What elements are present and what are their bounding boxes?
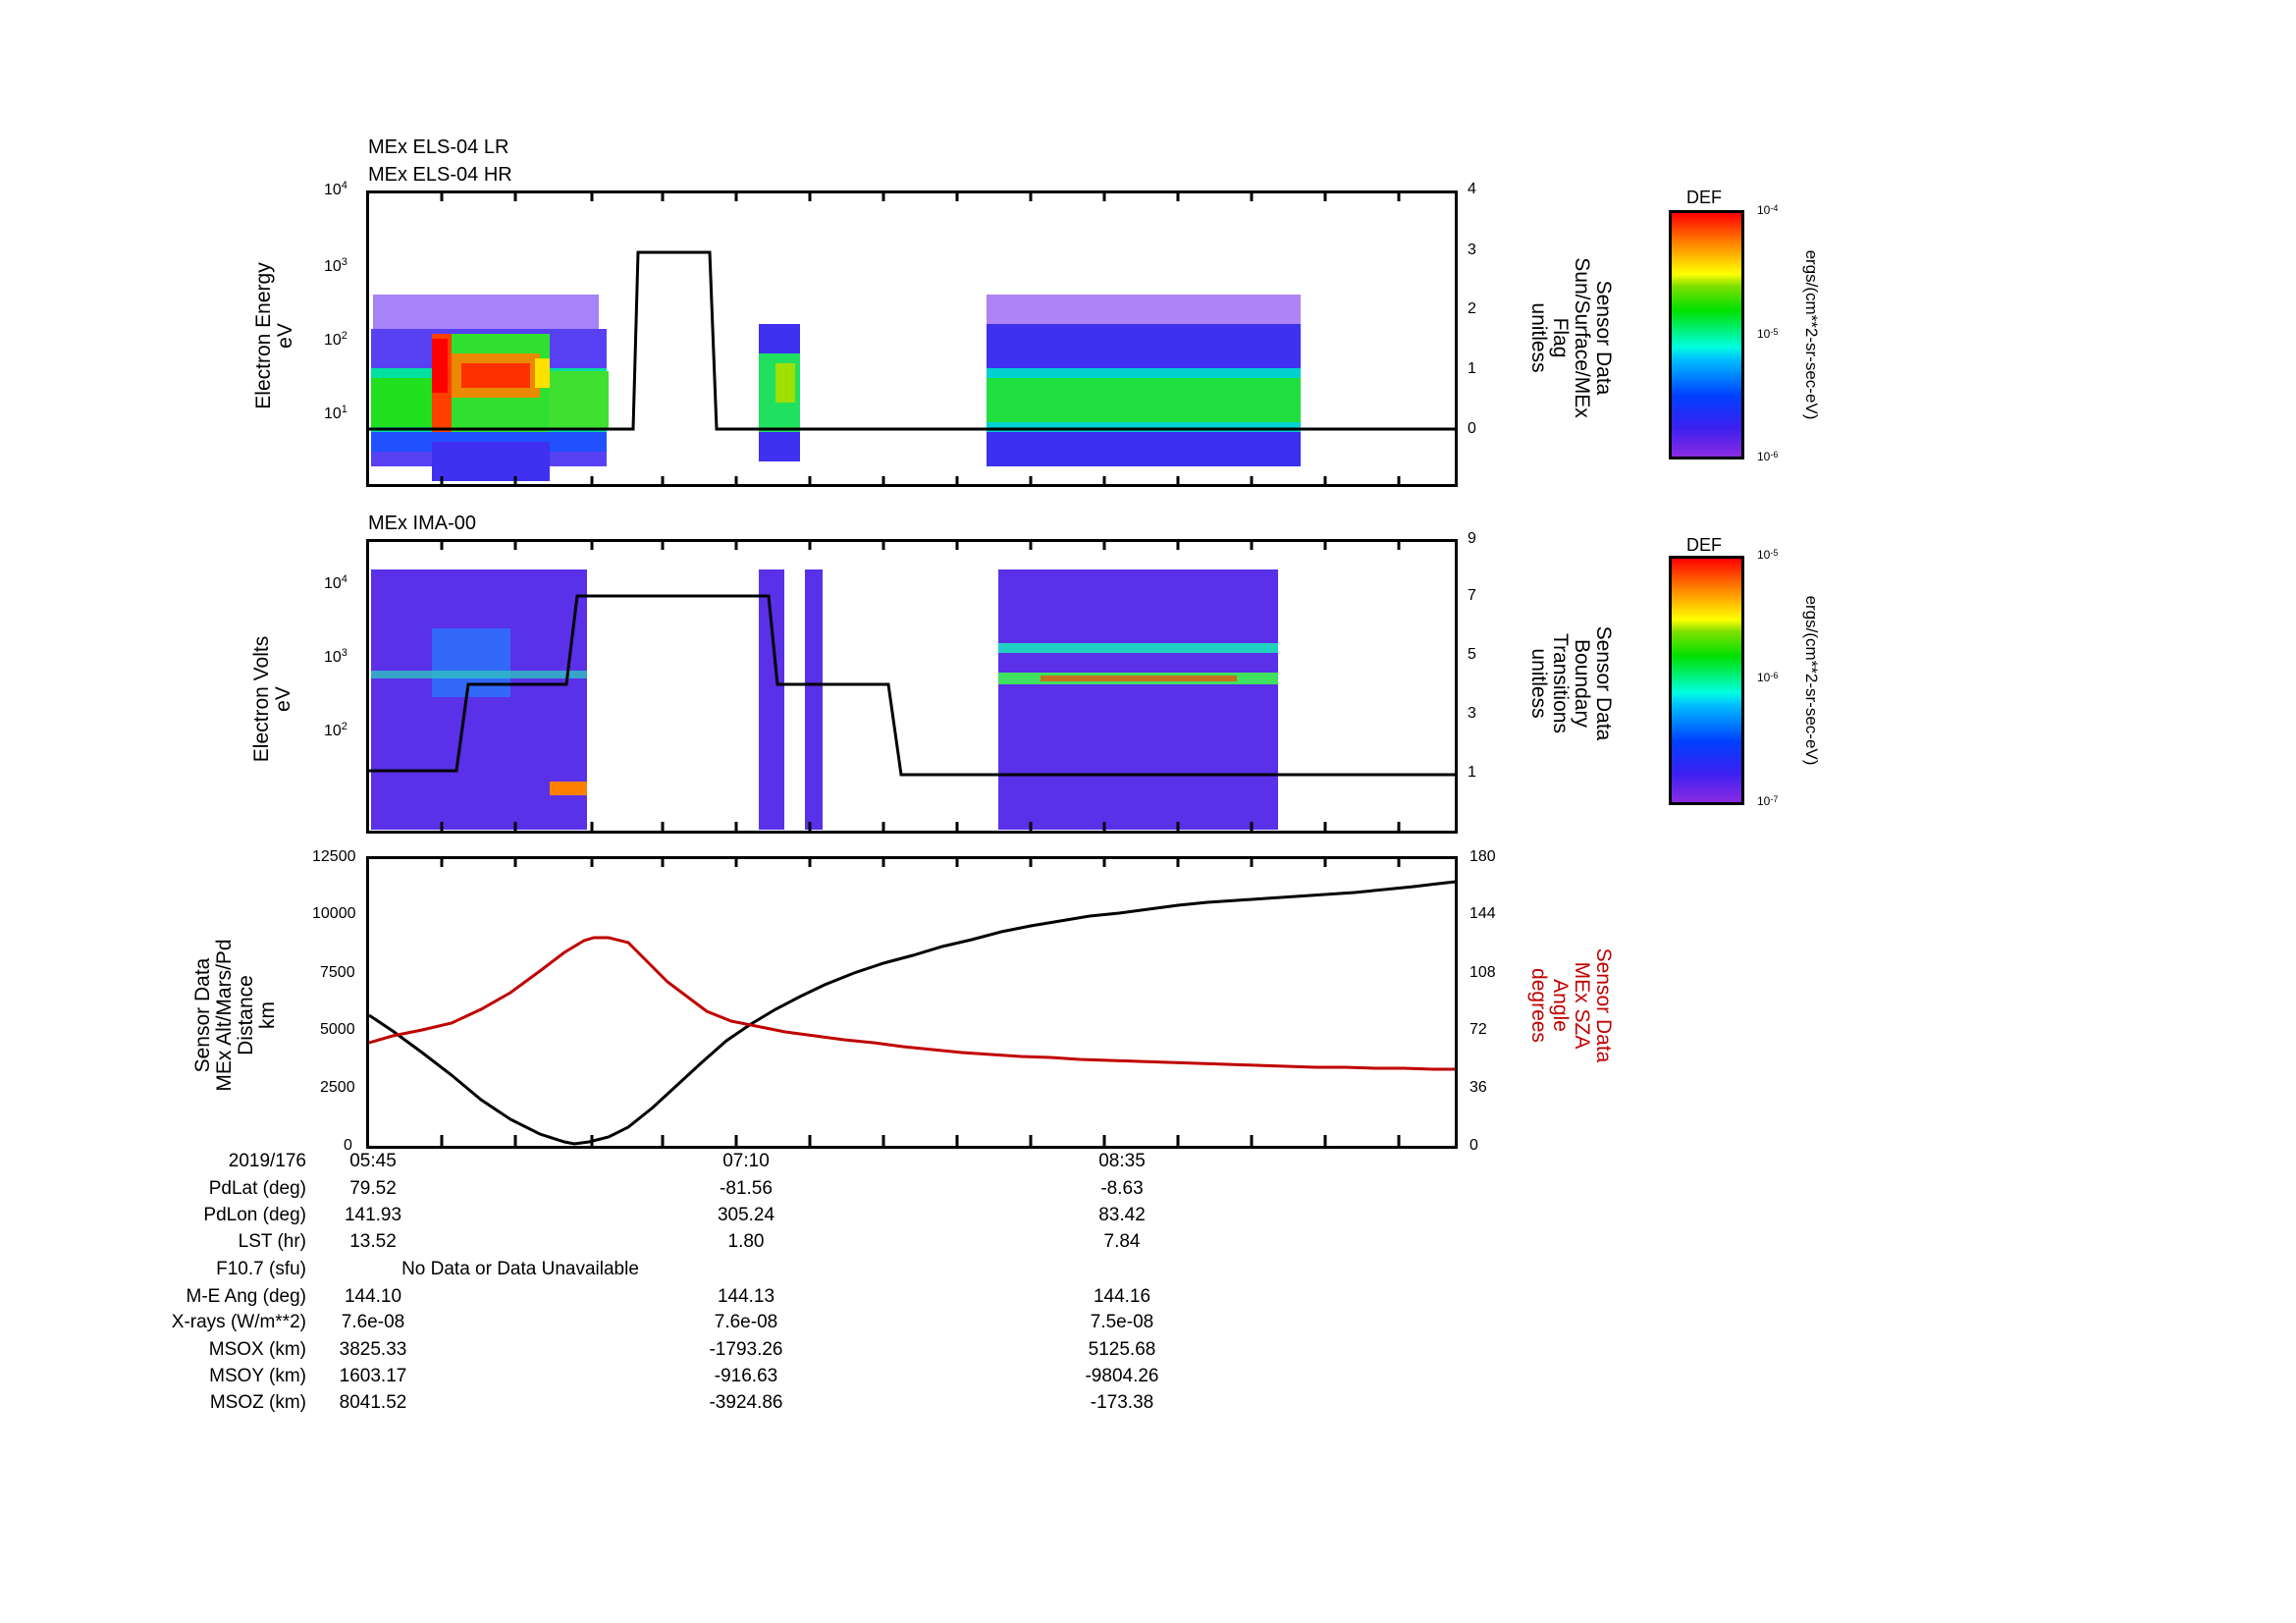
panel1-rtick-2: 2 bbox=[1468, 300, 1476, 317]
col1-msoy: 1603.17 bbox=[339, 1366, 407, 1386]
col2-pdlon: 305.24 bbox=[717, 1205, 775, 1225]
col3-msox: 5125.68 bbox=[1088, 1339, 1156, 1360]
col2-lst: 1.80 bbox=[727, 1231, 765, 1252]
panel3-rtick-180: 180 bbox=[1469, 848, 1496, 865]
panel1-frame bbox=[366, 190, 1458, 487]
col3-msoy: -9804.26 bbox=[1085, 1366, 1159, 1386]
row-label-date: 2019/176 bbox=[228, 1151, 306, 1171]
colorbar1 bbox=[1669, 210, 1744, 460]
panel3-rtick-72: 72 bbox=[1469, 1021, 1487, 1038]
col1-lst: 13.52 bbox=[349, 1231, 397, 1252]
col1-xrays: 7.6e-08 bbox=[341, 1312, 405, 1332]
panel3-rtick-36: 36 bbox=[1469, 1079, 1487, 1096]
panel2-rtick-3: 3 bbox=[1468, 705, 1476, 722]
col1-f107: No Data or Data Unavailable bbox=[401, 1259, 639, 1279]
panel2-frame bbox=[366, 539, 1458, 834]
panel3-ytick-0: 0 bbox=[344, 1137, 352, 1154]
colorbar2 bbox=[1669, 556, 1744, 805]
col2-msoy: -916.63 bbox=[714, 1366, 778, 1386]
panel3-ytick-2500: 2500 bbox=[320, 1079, 355, 1096]
panel1-rtick-3: 3 bbox=[1468, 242, 1476, 258]
panel2-ytick-1e4: 104 bbox=[324, 573, 347, 592]
panel1-title-lr: MEx ELS-04 LR bbox=[368, 136, 509, 158]
panel2-boundary-line bbox=[368, 594, 1455, 777]
panel2-rtick-7: 7 bbox=[1468, 587, 1476, 604]
row-label-pdlon: PdLon (deg) bbox=[203, 1205, 306, 1225]
colorbar2-mid: 10-6 bbox=[1757, 671, 1779, 684]
panel1-ytick-1e1: 101 bbox=[324, 404, 347, 422]
col2-me-ang: 144.13 bbox=[717, 1286, 775, 1307]
col1-pdlat: 79.52 bbox=[349, 1178, 397, 1199]
row-label-msox: MSOX (km) bbox=[208, 1339, 306, 1360]
col1-msoz: 8041.52 bbox=[339, 1392, 407, 1413]
panel3-rtick-144: 144 bbox=[1469, 905, 1496, 922]
row-label-me-ang: M-E Ang (deg) bbox=[186, 1286, 307, 1307]
col3-xrays: 7.5e-08 bbox=[1090, 1312, 1154, 1332]
panel1-title-hr: MEx ELS-04 HR bbox=[368, 164, 512, 186]
colorbar2-max: 10-5 bbox=[1757, 548, 1779, 562]
panel1-ytick-1e4: 104 bbox=[324, 180, 347, 198]
panel3-ytick-7500: 7500 bbox=[320, 964, 355, 981]
panel3-frame bbox=[366, 856, 1458, 1149]
col3-pdlat: -8.63 bbox=[1100, 1178, 1144, 1199]
col3-msoz: -173.38 bbox=[1090, 1392, 1154, 1413]
colorbar1-title: DEF bbox=[1686, 188, 1722, 207]
panel2-spectrogram bbox=[371, 569, 1278, 830]
sza-line bbox=[368, 936, 1456, 1071]
panel2-rtick-1: 1 bbox=[1468, 764, 1476, 781]
col1-time: 05:45 bbox=[349, 1151, 397, 1171]
colorbar1-min: 10-6 bbox=[1757, 450, 1779, 463]
panel1-rtick-1: 1 bbox=[1468, 360, 1476, 377]
col3-pdlon: 83.42 bbox=[1098, 1205, 1146, 1225]
row-label-f107: F10.7 (sfu) bbox=[216, 1259, 306, 1279]
panel3-ytick-10000: 10000 bbox=[312, 905, 356, 922]
row-label-xrays: X-rays (W/m**2) bbox=[171, 1312, 306, 1332]
colorbar2-title: DEF bbox=[1686, 535, 1722, 555]
col1-msox: 3825.33 bbox=[339, 1339, 407, 1360]
row-label-lst: LST (hr) bbox=[238, 1231, 306, 1252]
panel1-spectrogram bbox=[371, 295, 1301, 481]
panel2-title: MEx IMA-00 bbox=[368, 513, 477, 534]
col2-xrays: 7.6e-08 bbox=[714, 1312, 778, 1332]
panel2-rtick-5: 5 bbox=[1468, 646, 1476, 663]
row-label-pdlat: PdLat (deg) bbox=[208, 1178, 306, 1199]
row-label-msoy: MSOY (km) bbox=[209, 1366, 306, 1386]
altitude-line bbox=[368, 880, 1457, 1146]
panel1-flag-line bbox=[368, 250, 1455, 431]
panel3-rtick-0: 0 bbox=[1469, 1137, 1478, 1154]
panel3-ytick-12500: 12500 bbox=[312, 848, 356, 865]
panel1-rtick-4: 4 bbox=[1468, 181, 1476, 197]
panel2-rtick-9: 9 bbox=[1468, 530, 1476, 547]
col3-lst: 7.84 bbox=[1103, 1231, 1141, 1252]
col2-msox: -1793.26 bbox=[709, 1339, 783, 1360]
panel1-ytick-1e2: 102 bbox=[324, 330, 347, 349]
col3-time: 08:35 bbox=[1098, 1151, 1146, 1171]
panel1-rtick-0: 0 bbox=[1468, 420, 1476, 437]
row-label-msoz: MSOZ (km) bbox=[209, 1392, 306, 1413]
col1-me-ang: 144.10 bbox=[344, 1286, 402, 1307]
colorbar1-mid: 10-5 bbox=[1757, 327, 1779, 341]
colorbar2-min: 10-7 bbox=[1757, 794, 1779, 808]
panel2-ytick-1e2: 102 bbox=[324, 721, 347, 739]
panel3-ylabel-right: Sensor Data MEx SZA Angle degrees bbox=[1527, 947, 1615, 1063]
panel1-ytick-1e3: 103 bbox=[324, 256, 347, 275]
panel2-ytick-1e3: 103 bbox=[324, 647, 347, 666]
col3-me-ang: 144.16 bbox=[1093, 1286, 1151, 1307]
panel3-rtick-108: 108 bbox=[1469, 964, 1496, 981]
panel3-ytick-5000: 5000 bbox=[320, 1021, 355, 1038]
colorbar1-max: 10-4 bbox=[1757, 203, 1779, 217]
col2-pdlat: -81.56 bbox=[720, 1178, 773, 1199]
col1-pdlon: 141.93 bbox=[344, 1205, 402, 1225]
col2-msoz: -3924.86 bbox=[709, 1392, 783, 1413]
col2-time: 07:10 bbox=[722, 1151, 770, 1171]
